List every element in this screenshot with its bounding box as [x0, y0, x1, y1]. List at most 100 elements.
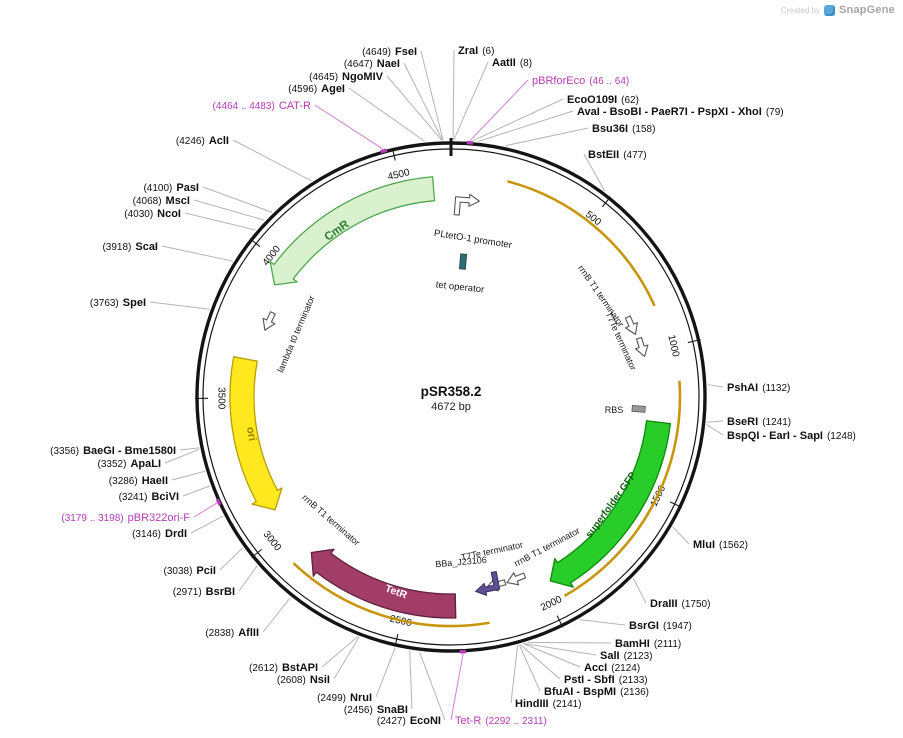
leader-apali	[164, 448, 200, 464]
leader-draiii	[632, 578, 647, 604]
site-label-naei: (4647) NaeI	[344, 58, 400, 70]
site-label-bsu36i: Bsu36I (158)	[592, 123, 655, 135]
leader-pbrforeco	[469, 79, 529, 142]
leader-tet-r	[450, 653, 464, 721]
plasmid-size: 4672 bp	[431, 401, 471, 413]
site-label-bsrbi: (2971) BsrBI	[173, 586, 235, 598]
leader-bsteii	[583, 153, 606, 192]
leader-aatii	[453, 61, 489, 141]
site-label-agei: (4596) AgeI	[288, 83, 345, 95]
site-label-bsrgi: BsrGI (1947)	[629, 620, 692, 632]
site-label-pbrforeco: pBRforEco (46 .. 64)	[532, 75, 629, 87]
watermark-brand: SnapGene	[838, 4, 895, 16]
site-label-aflii: (2838) AflII	[205, 627, 259, 639]
leader-psti-sbfi	[519, 644, 561, 680]
site-label-bstapi: (2612) BstAPI	[249, 662, 318, 674]
leader-bamhi	[527, 641, 612, 644]
leader-drdi	[190, 515, 224, 534]
watermark-created-by: Created by	[780, 5, 820, 15]
site-label-pbr322ori-f: (3179 .. 3198) pBR322ori-F	[61, 512, 190, 524]
leader-nsii	[333, 636, 360, 680]
snapgene-logo-icon	[823, 4, 835, 16]
site-label-psti-sbfi: PstI - SbfI (2133)	[564, 674, 648, 686]
leader-zrai	[452, 49, 455, 141]
site-label-msci: (4068) MscI	[133, 195, 190, 207]
site-label-pasi: (4100) PasI	[143, 182, 199, 194]
site-label-acli: (4246) AclI	[176, 135, 229, 147]
tick-1500	[669, 501, 683, 509]
leader-pasi	[202, 186, 273, 213]
tick-label-4500: 4500	[387, 167, 412, 183]
leader-agei	[348, 87, 426, 142]
rbs-icon	[631, 405, 646, 413]
site-label-drdi: (3146) DrdI	[132, 528, 187, 540]
leader-bstapi	[321, 636, 359, 668]
terminator-arc-3	[292, 562, 490, 628]
leader-bspqi-eari-sapi	[706, 424, 724, 436]
rrnb-t1-top-label: rrnB T1 terminator	[576, 263, 626, 328]
plasmid-name: pSR358.2	[421, 384, 482, 399]
leader-ecoo109i	[472, 98, 564, 142]
leader-pbr322ori-f	[193, 502, 218, 518]
leader-sali	[523, 643, 597, 656]
leader-fsei	[420, 50, 444, 141]
leader-hindiii	[510, 645, 519, 704]
tick-4500	[391, 147, 396, 161]
rbs-label: RBS	[605, 405, 624, 415]
terminator-arc-1	[507, 179, 656, 307]
rrnb-t1-bottom-terminator-icon	[506, 572, 527, 586]
site-label-draiii: DraIII (1750)	[650, 598, 710, 610]
tick-label-3500: 3500	[215, 387, 226, 410]
leader-acli	[232, 139, 312, 182]
tick-1000	[687, 339, 701, 344]
leader-ngomiv	[386, 75, 443, 141]
tick-2000	[556, 615, 564, 628]
tick-500	[601, 196, 611, 208]
tet-operator-icon	[458, 253, 468, 270]
pltet-label: PLtetO-1 promoter	[433, 228, 512, 251]
tick-2500	[394, 633, 399, 647]
tick-4000	[249, 238, 261, 248]
site-label-apali: (3352) ApaLI	[98, 458, 161, 470]
ori-label: ori	[244, 426, 258, 442]
pbr322ori-f-primer	[215, 498, 222, 506]
site-label-acci: AccI (2124)	[584, 662, 640, 674]
site-label-baegi-bme1580i: (3356) BaeGI - Bme1580I	[50, 445, 176, 457]
site-label-pshai: PshAI (1132)	[727, 382, 790, 394]
site-label-mlui: MluI (1562)	[693, 539, 748, 551]
rrnb-t1-top-terminator-icon	[624, 315, 638, 335]
leader-snabi	[409, 650, 413, 710]
tick-label-3000: 3000	[261, 529, 284, 554]
site-label-fsei: (4649) FseI	[362, 46, 417, 58]
site-label-spei: (3763) SpeI	[90, 297, 146, 309]
site-label-aatii: AatII (8)	[492, 57, 532, 69]
site-label-bsteii: BstEII (477)	[588, 149, 647, 161]
leader-pshai	[707, 384, 724, 388]
leader-ncoi	[184, 212, 256, 231]
pltet-promoter-icon	[453, 193, 480, 216]
site-label-zrai: ZraI (6)	[458, 45, 494, 57]
cat-r-primer	[380, 148, 388, 154]
tick-label-2000: 2000	[539, 594, 564, 614]
site-label-nrui: (2499) NruI	[317, 692, 372, 704]
tet-operator-label: tet operator	[435, 279, 484, 295]
site-label-econi: (2427) EcoNI	[377, 715, 441, 727]
leader-aflii	[262, 597, 291, 633]
site-label-nsii: (2608) NsiI	[277, 674, 330, 686]
site-label-snabi: (2456) SnaBI	[344, 704, 408, 716]
site-label-haeii: (3286) HaeII	[109, 475, 168, 487]
site-label-bcivi: (3241) BciVI	[119, 491, 179, 503]
site-label-bspqi-eari-sapi: BspQI - EarI - SapI (1248)	[727, 430, 856, 442]
feature-sfgfp-arrow	[549, 420, 672, 588]
site-label-bfuai-bspmi: BfuAI - BspMI (2136)	[544, 686, 649, 698]
rrnb-t1-bottom-left-label: rrnB T1 terminator	[300, 492, 362, 547]
leader-msci	[193, 199, 265, 221]
tick-3000	[251, 548, 263, 558]
tick-label-1000: 1000	[665, 334, 681, 359]
leader-bsrgi	[579, 619, 626, 626]
leader-bcivi	[182, 485, 211, 497]
site-label-ngomiv: (4645) NgoMIV	[309, 71, 384, 83]
leader-nrui	[375, 647, 396, 698]
